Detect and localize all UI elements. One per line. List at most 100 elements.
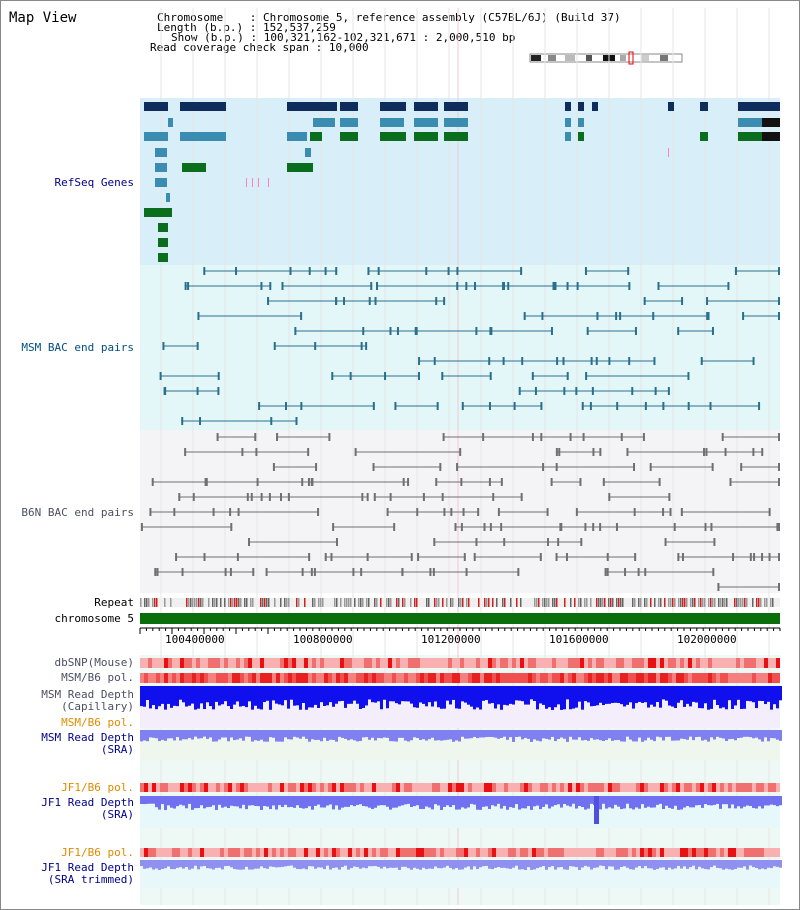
bac-end <box>465 568 468 576</box>
depth-bar <box>779 796 782 806</box>
gene <box>166 193 170 202</box>
heat-cell <box>436 673 440 683</box>
heat-cell <box>656 673 660 683</box>
repeat-element <box>228 598 230 607</box>
heat-cell <box>216 848 220 857</box>
depth-bar <box>584 860 587 866</box>
depth-bar <box>743 730 746 737</box>
track-label-jf1-depth-trimmed[interactable]: JF1 Read Depth <box>41 861 134 874</box>
bac-end <box>606 568 609 576</box>
depth-bar <box>770 686 773 710</box>
track-label-refseq[interactable]: RefSeq Genes <box>54 176 134 189</box>
heat-cell <box>624 673 628 683</box>
depth-bar <box>521 730 524 740</box>
depth-bar <box>455 686 458 709</box>
track-label-dbsnp[interactable]: dbSNP(Mouse) <box>54 656 134 669</box>
depth-bar <box>566 686 569 700</box>
heat-cell <box>256 673 260 683</box>
heat-cell <box>360 848 364 857</box>
heat-cell <box>644 848 648 857</box>
depth-bar <box>578 730 581 738</box>
repeat-element <box>578 598 580 607</box>
repeat-element <box>298 598 300 607</box>
heat-cell <box>328 848 332 857</box>
bac-end <box>669 508 672 516</box>
depth-bar <box>203 730 206 737</box>
gene <box>762 118 780 127</box>
depth-bar <box>752 730 755 739</box>
gene-marker <box>268 178 269 187</box>
heat-cell <box>180 673 184 683</box>
bac-end <box>394 402 397 410</box>
heat-cell <box>640 658 644 668</box>
heat-cell <box>420 673 424 683</box>
track-label-msm-depth-capillary[interactable]: MSM Read Depth <box>41 688 134 701</box>
heat-cell <box>584 658 588 668</box>
heat-cell <box>736 848 740 857</box>
repeat-element <box>390 598 392 607</box>
heat-cell <box>636 783 640 792</box>
bac-end <box>687 372 690 380</box>
depth-bar <box>365 860 368 869</box>
heat-cell <box>520 658 524 668</box>
depth-bar <box>533 686 536 702</box>
gene <box>380 102 406 111</box>
depth-bar <box>395 686 398 704</box>
bac-end <box>386 508 389 516</box>
depth-bar <box>569 686 572 710</box>
track-label-jf1-depth-sra[interactable]: JF1 Read Depth <box>41 796 134 809</box>
heat-cell <box>164 848 168 857</box>
depth-bar <box>452 730 455 742</box>
depth-bar <box>482 860 485 867</box>
bac-end <box>712 568 715 576</box>
bac-end <box>417 553 420 561</box>
depth-bar <box>239 860 242 870</box>
depth-bar <box>320 686 323 703</box>
depth-bar <box>680 860 683 869</box>
depth-bar <box>314 796 317 806</box>
depth-bar <box>152 796 155 804</box>
heat-cell <box>476 658 480 668</box>
repeat-element <box>504 598 506 607</box>
depth-bar <box>437 686 440 708</box>
depth-bar <box>245 796 248 810</box>
track-label-repeat[interactable]: Repeat <box>94 596 134 609</box>
track-label-jf1-b6-pol-2[interactable]: JF1/B6 pol. <box>61 846 134 859</box>
track-label-msm-b6-pol-2[interactable]: MSM/B6 pol. <box>61 716 134 729</box>
heat-cell <box>588 848 592 857</box>
depth-bar <box>758 860 761 870</box>
track-label-msm-depth-sra[interactable]: MSM Read Depth <box>41 731 134 744</box>
bac-end <box>335 267 338 275</box>
depth-bar <box>362 860 365 868</box>
depth-bar <box>254 796 257 806</box>
depth-bar <box>176 796 179 807</box>
depth-bar <box>470 730 473 739</box>
depth-bar <box>419 860 422 870</box>
track-label-b6n-bac[interactable]: B6N BAC end pairs <box>21 506 134 519</box>
heat-cell <box>468 783 472 792</box>
depth-bar <box>404 730 407 741</box>
heat-cell <box>372 783 376 792</box>
track-label-msm-b6-pol[interactable]: MSM/B6 pol. <box>61 671 134 684</box>
track-label-chromosome[interactable]: chromosome 5 <box>54 612 134 625</box>
heat-cell <box>236 658 240 668</box>
repeat-element <box>396 598 398 607</box>
track-label-jf1-b6-pol[interactable]: JF1/B6 pol. <box>61 781 134 794</box>
heat-cell <box>384 848 388 857</box>
heat-cell <box>420 783 424 792</box>
heat-cell <box>296 783 300 792</box>
heat-cell <box>368 658 372 668</box>
heat-cell <box>696 848 700 857</box>
depth-bar <box>329 730 332 740</box>
depth-bar <box>212 860 215 870</box>
depth-bar <box>353 686 356 701</box>
track-label-msm-bac[interactable]: MSM BAC end pairs <box>21 341 134 354</box>
depth-bar <box>758 686 761 701</box>
depth-bar <box>443 860 446 868</box>
depth-bar <box>653 730 656 742</box>
heat-cell <box>656 848 660 857</box>
gene <box>340 102 358 111</box>
heat-cell <box>588 673 592 683</box>
heat-cell <box>468 848 472 857</box>
